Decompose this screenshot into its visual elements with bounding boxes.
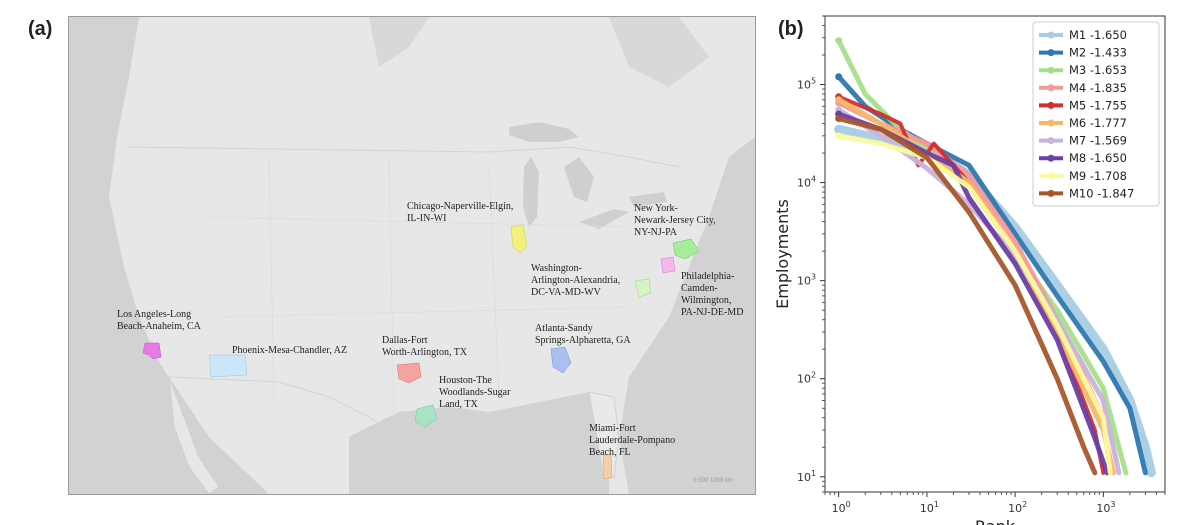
metro-new-york: [672, 238, 700, 260]
label-atlanta: Atlanta-Sandy Springs-Alpharetta, GA: [535, 323, 631, 346]
panel-label-a: (a): [28, 18, 53, 40]
legend-marker-m4: [1047, 84, 1055, 92]
series-group: [834, 37, 1156, 478]
metro-dallas: [396, 362, 422, 384]
panel-label-b: (b): [778, 18, 804, 40]
state-borders: [208, 156, 630, 418]
us-mexico-border: [168, 376, 400, 438]
legend-marker-m9: [1047, 172, 1055, 180]
legend-marker-m3: [1047, 66, 1055, 74]
us-canada-border: [128, 146, 680, 168]
legend-label-m4: M4 -1.835: [1069, 81, 1127, 95]
y-tick-label: 104: [797, 175, 816, 190]
series-start-marker-m3: [835, 37, 843, 45]
y-axis-title: Employments: [773, 199, 792, 309]
label-houston: Houston-The Woodlands-Sugar Land, TX: [439, 375, 511, 410]
metro-washington: [634, 278, 652, 298]
legend-label-m2: M2 -1.433: [1069, 46, 1127, 60]
series-start-marker-m9: [835, 132, 843, 140]
label-washington: Washington- Arlington-Alexandria, DC-VA-…: [531, 263, 621, 298]
legend-label-m5: M5 -1.755: [1069, 98, 1127, 112]
series-start-marker-m2: [835, 73, 843, 81]
label-new-york: New York- Newark-Jersey City, NY-NJ-PA: [634, 203, 716, 238]
label-phoenix: Phoenix-Mesa-Chandler, AZ: [232, 345, 348, 356]
legend-label-m3: M3 -1.653: [1069, 63, 1127, 77]
legend-marker-m5: [1047, 101, 1055, 109]
metro-map: Los Angeles-Long Beach-Anaheim, CA Phoen…: [68, 16, 756, 495]
lake-erie: [579, 209, 629, 229]
x-tick-label: 102: [1008, 500, 1027, 515]
metro-los-angeles: [142, 342, 162, 360]
legend-marker-m7: [1047, 137, 1055, 145]
metro-miami: [602, 454, 613, 480]
label-dallas: Dallas-Fort Worth-Arlington, TX: [382, 335, 468, 358]
y-tick-label: 103: [797, 273, 816, 288]
legend-label-m7: M7 -1.569: [1069, 134, 1127, 148]
lake-superior: [509, 122, 579, 142]
series-start-marker-m10: [835, 115, 843, 123]
metro-philadelphia: [660, 256, 676, 274]
y-tick-label: 101: [797, 469, 816, 484]
series-start-marker-m6: [835, 96, 843, 104]
florida-peninsula: [588, 391, 620, 480]
rank-size-chart: 100 101 102 103 101 102 103 104 105 Rank Employmen…: [773, 15, 1166, 525]
northern-water-east: [609, 17, 709, 87]
x-axis-title: Rank: [975, 517, 1016, 525]
legend-marker-m6: [1047, 119, 1055, 127]
x-tick-label: 101: [920, 500, 939, 515]
legend-label-m8: M8 -1.650: [1069, 151, 1127, 165]
lake-huron: [564, 157, 594, 202]
pacific-ocean: [69, 17, 169, 377]
legend-marker-m1: [1047, 31, 1055, 39]
lake-michigan: [523, 157, 539, 227]
map-basemap: [69, 17, 755, 494]
legend-label-m6: M6 -1.777: [1069, 116, 1127, 130]
y-tick-label: 102: [797, 371, 816, 386]
northern-water: [369, 17, 429, 67]
label-chicago: Chicago-Naperville-Elgin, IL-IN-WI: [407, 201, 514, 224]
x-tick-label: 103: [1096, 500, 1115, 515]
lake-ontario: [629, 192, 667, 207]
series-line-m10: [836, 116, 1098, 476]
x-tick-label: 100: [832, 500, 851, 515]
label-miami: Miami-Fort Lauderdale-Pompano Beach, FL: [589, 423, 676, 458]
legend-label-m10: M10 -1.847: [1069, 186, 1134, 200]
metro-atlanta: [550, 346, 572, 374]
pacific-ocean-south: [69, 377, 269, 494]
gulf-of-mexico: [349, 392, 609, 494]
legend-marker-m8: [1047, 154, 1055, 162]
y-tick-label: 105: [797, 77, 816, 92]
label-philadelphia: Philadelphia- Camden- Wilmington, PA-NJ-…: [681, 271, 744, 318]
atlantic-ocean: [619, 137, 755, 494]
series-start-marker-m1: [835, 125, 843, 133]
series-line-m2: [836, 74, 1148, 476]
label-los-angeles: Los Angeles-Long Beach-Anaheim, CA: [117, 309, 201, 332]
legend-marker-m10: [1047, 189, 1055, 197]
map-scale-bar: 0 500 1000 km: [693, 478, 733, 484]
metro-chicago: [510, 224, 528, 254]
baja-peninsula: [168, 376, 220, 494]
legend-box: [1032, 21, 1160, 207]
legend-marker-m2: [1047, 49, 1055, 57]
metro-houston: [414, 404, 438, 428]
metro-phoenix: [208, 354, 248, 378]
series-line-m9: [836, 133, 1113, 476]
legend-label-m1: M1 -1.650: [1069, 28, 1127, 42]
legend-label-m9: M9 -1.708: [1069, 169, 1127, 183]
